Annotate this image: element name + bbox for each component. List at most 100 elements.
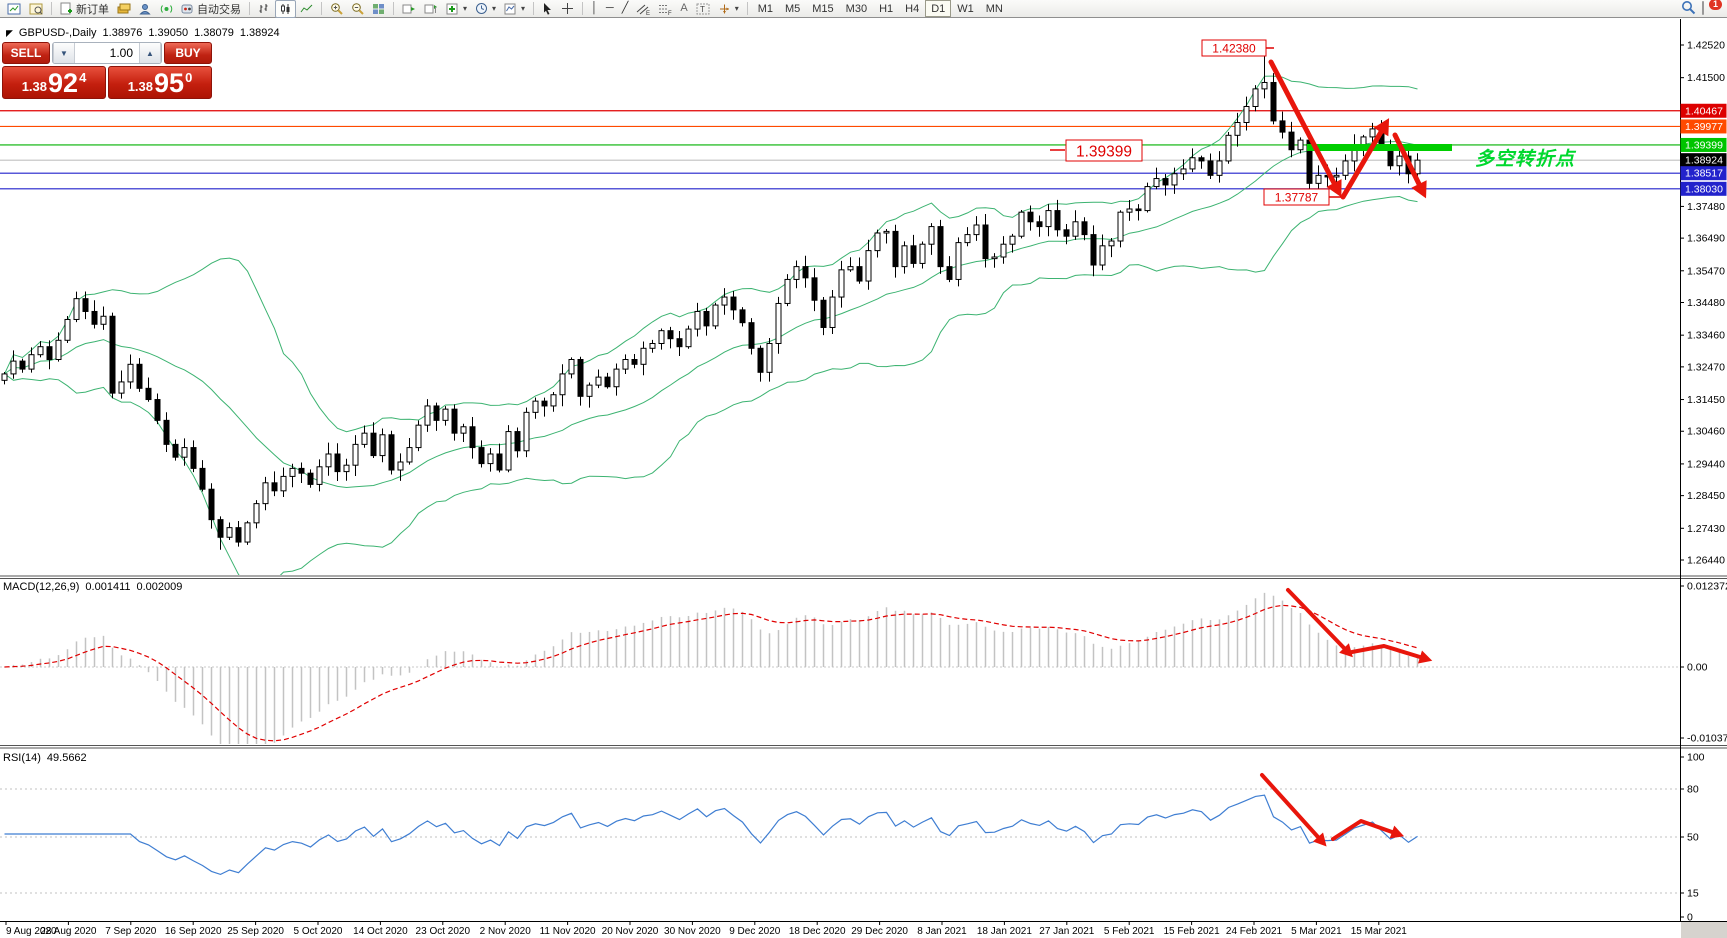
- tf-button-h1[interactable]: H1: [879, 2, 894, 15]
- chart-background: [0, 19, 1727, 938]
- text-label-tool-icon[interactable]: T: [692, 0, 714, 18]
- auto-scroll-icon[interactable]: [398, 0, 420, 18]
- svg-text:15 Mar 2021: 15 Mar 2021: [1351, 926, 1408, 937]
- new-order-button[interactable]: 新订单: [56, 0, 113, 18]
- crosshair-tool-icon[interactable]: [557, 0, 578, 18]
- macd-value: 0.001411: [85, 581, 130, 593]
- svg-text:1.42520: 1.42520: [1687, 40, 1725, 52]
- text-tool-icon[interactable]: A: [680, 2, 688, 14]
- trend-arrows[interactable]: [1260, 59, 1433, 847]
- svg-text:1.35470: 1.35470: [1687, 265, 1725, 277]
- tf-button-d1[interactable]: D1: [925, 0, 952, 17]
- svg-text:1.26440: 1.26440: [1687, 554, 1725, 566]
- pane-separators[interactable]: [0, 575, 1727, 749]
- svg-text:0: 0: [1687, 912, 1693, 924]
- svg-text:16 Sep 2020: 16 Sep 2020: [165, 926, 222, 937]
- zoom-in-icon[interactable]: [326, 0, 347, 18]
- autotrading-button[interactable]: 自动交易: [177, 0, 245, 18]
- fibonacci-tool-icon[interactable]: F: [654, 0, 676, 18]
- svg-text:29 Dec 2020: 29 Dec 2020: [851, 926, 908, 937]
- tf-button-m30[interactable]: M30: [845, 2, 868, 15]
- analyst-annotations[interactable]: 1.42380 1.39399 1.37787 多空转折点: [1050, 39, 1577, 847]
- svg-text:1.40467: 1.40467: [1685, 105, 1723, 117]
- chart-title-bar: ◤ GBPUSD-,Daily 1.38976 1.39050 1.38079 …: [6, 27, 280, 39]
- quote-low: 1.38079: [194, 27, 234, 39]
- vertical-line-tool-icon[interactable]: │: [591, 2, 598, 14]
- buy-price-pip: 0: [185, 70, 193, 85]
- tf-button-h4[interactable]: H4: [905, 2, 920, 15]
- trendline-tool-icon[interactable]: ╱: [621, 2, 629, 14]
- toolbar-separator: [746, 2, 748, 15]
- buy-price-display[interactable]: 1.38 95 0: [108, 66, 212, 99]
- svg-text:1.41500: 1.41500: [1687, 72, 1725, 84]
- quote-high: 1.39050: [148, 27, 189, 39]
- broadcast-icon[interactable]: [156, 0, 177, 18]
- svg-text:23 Oct 2020: 23 Oct 2020: [416, 926, 471, 937]
- svg-text:1.29440: 1.29440: [1687, 458, 1725, 470]
- volume-increase-button[interactable]: ▲: [139, 43, 161, 63]
- main-toolbar: 新订单 自动交易 ▾ ▾ ▾ │ ─ ╱ E F A: [0, 0, 1727, 18]
- svg-text:0.00: 0.00: [1687, 662, 1708, 674]
- cursor-tool-icon[interactable]: [538, 0, 557, 18]
- template-button[interactable]: ▾: [500, 0, 529, 18]
- macd-caption: MACD(12,26,9) 0.001411 0.002009: [3, 581, 182, 593]
- buy-button[interactable]: BUY: [164, 42, 212, 64]
- svg-text:24 Feb 2021: 24 Feb 2021: [1226, 926, 1283, 937]
- chart-shift-icon[interactable]: [420, 0, 442, 18]
- community-icon[interactable]: [135, 0, 156, 18]
- add-indicator-button[interactable]: ▾: [442, 0, 471, 18]
- tf-button-mn[interactable]: MN: [985, 2, 1003, 15]
- chart-collapse-icon[interactable]: ◤: [6, 27, 13, 38]
- period-selector-button[interactable]: ▾: [471, 0, 500, 18]
- svg-text:1.39399: 1.39399: [1685, 139, 1723, 151]
- svg-text:1.38030: 1.38030: [1685, 183, 1723, 195]
- svg-text:0.012372: 0.012372: [1687, 581, 1727, 593]
- search-icon[interactable]: [1681, 0, 1696, 18]
- sell-price-pip: 4: [79, 70, 87, 85]
- svg-text:1.36490: 1.36490: [1687, 233, 1725, 245]
- tf-button-m1[interactable]: M1: [757, 2, 773, 15]
- svg-text:5 Oct 2020: 5 Oct 2020: [294, 926, 343, 937]
- quote-close: 1.38924: [239, 27, 280, 39]
- bar-chart-mode-icon[interactable]: [254, 0, 275, 18]
- one-click-trade-panel: SELL ▼ ▲ BUY 1.38 92 4 1.38 95 0: [2, 42, 212, 99]
- price-axis-labels[interactable]: 1.42520 1.41500 1.37480 1.36490 1.35470 1.344…: [1680, 40, 1727, 567]
- sell-price-display[interactable]: 1.38 92 4: [2, 66, 106, 99]
- tf-button-m15[interactable]: M15: [812, 2, 834, 15]
- svg-text:1.31450: 1.31450: [1687, 394, 1725, 406]
- zoom-out-icon[interactable]: [347, 0, 368, 18]
- tf-button-m5[interactable]: M5: [784, 2, 801, 15]
- svg-text:7 Sep 2020: 7 Sep 2020: [105, 926, 157, 937]
- macd-indicator: [0, 592, 1680, 744]
- svg-text:1.27430: 1.27430: [1687, 523, 1725, 535]
- support-zone-bar[interactable]: [1307, 144, 1452, 151]
- channel-tool-icon[interactable]: E: [632, 0, 654, 18]
- volume-decrease-button[interactable]: ▼: [53, 43, 75, 63]
- profile-icon[interactable]: [25, 0, 47, 18]
- notification-icon[interactable]: 1: [1702, 0, 1722, 16]
- toolbar-separator: [533, 2, 535, 15]
- svg-text:1.28450: 1.28450: [1687, 490, 1725, 502]
- svg-text:1.38924: 1.38924: [1685, 155, 1723, 167]
- line-chart-mode-icon[interactable]: [296, 0, 317, 18]
- svg-text:1.37480: 1.37480: [1687, 201, 1725, 213]
- volume-input[interactable]: [75, 43, 139, 63]
- peak-price-label: 1.42380: [1212, 42, 1256, 56]
- rsi-indicator: [0, 788, 1680, 894]
- candlestick-mode-icon[interactable]: [275, 0, 296, 18]
- svg-text:9 Dec 2020: 9 Dec 2020: [729, 926, 781, 937]
- arrows-tool-icon[interactable]: ▾: [714, 0, 743, 18]
- chart-window-icon[interactable]: [3, 0, 25, 18]
- tf-button-w1[interactable]: W1: [957, 2, 974, 15]
- timeframe-group: M1 M5 M15 M30 H1 H4 D1 W1 MN: [752, 0, 1009, 17]
- support-price-label-box[interactable]: [1065, 139, 1143, 162]
- tile-windows-icon[interactable]: [368, 0, 389, 18]
- svg-text:20 Nov 2020: 20 Nov 2020: [602, 926, 659, 937]
- horizontal-line-tool-icon[interactable]: ─: [605, 2, 614, 14]
- svg-text:1.39977: 1.39977: [1685, 121, 1723, 133]
- market-watch-icon[interactable]: [113, 0, 135, 18]
- sell-button[interactable]: SELL: [2, 42, 50, 64]
- support-price-label: 1.39399: [1076, 144, 1132, 161]
